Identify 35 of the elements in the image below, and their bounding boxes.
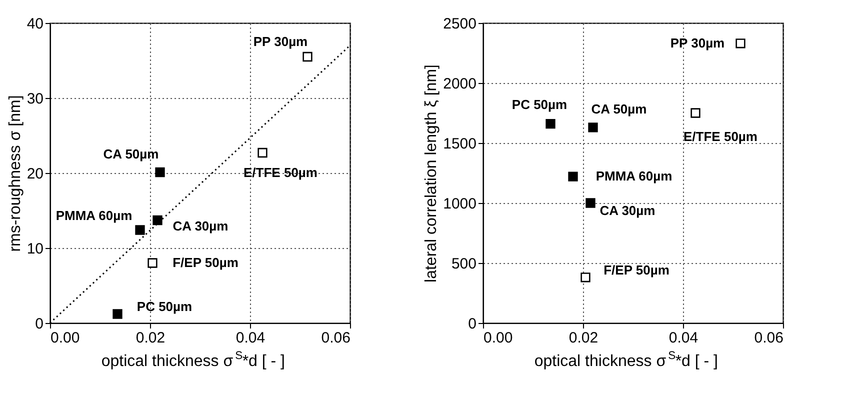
x-tick-label: 0.00: [50, 330, 80, 346]
annotation: E/TFE 50µm: [684, 129, 758, 144]
x-tick-label: 0.06: [754, 330, 784, 346]
y-tick-label: 2000: [443, 76, 476, 92]
y-tick-label: 0: [468, 316, 476, 332]
annotation: F/EP 50µm: [172, 255, 238, 270]
annotation: PMMA 60µm: [56, 208, 132, 223]
annotation: CA 30µm: [600, 203, 656, 218]
y-tick-label: 10: [26, 240, 44, 258]
annotation: PP 30µm: [670, 35, 725, 50]
annotation: CA 30µm: [172, 218, 228, 234]
y-tick-label: 30: [26, 90, 44, 108]
annotation: CA 50µm: [591, 101, 647, 116]
x-tick-label: 0.04: [236, 330, 266, 346]
y-tick-label: 2500: [443, 16, 476, 32]
y-tick-label: 1500: [443, 136, 476, 152]
annotation: E/TFE 50µm: [244, 164, 318, 180]
y-tick-label: 40: [26, 16, 44, 32]
x-tick-label: 0.06: [321, 330, 350, 346]
annotation: PP 30µm: [253, 34, 308, 49]
y-tick-label: 500: [451, 256, 476, 272]
y-axis-title: lateral correlation length ξ [nm]: [423, 64, 440, 282]
x-tick-label: 0.02: [136, 330, 166, 346]
y-tick-label: 20: [26, 166, 44, 182]
y-axis-title: rms-roughness σ [nm]: [6, 95, 24, 252]
annotation: CA 50µm: [103, 146, 159, 162]
y-tick-label: 1000: [443, 196, 476, 212]
x-tick-label: 0.02: [568, 330, 598, 346]
x-tick-label: 0.00: [484, 330, 513, 346]
y-tick-label: 0: [35, 316, 44, 332]
annotation: PC 50µm: [512, 96, 568, 112]
annotation: PMMA 60µm: [596, 168, 672, 184]
annotation: PC 50µm: [136, 299, 192, 314]
annotation: F/EP 50µm: [604, 262, 670, 278]
x-tick-label: 0.04: [668, 330, 698, 346]
